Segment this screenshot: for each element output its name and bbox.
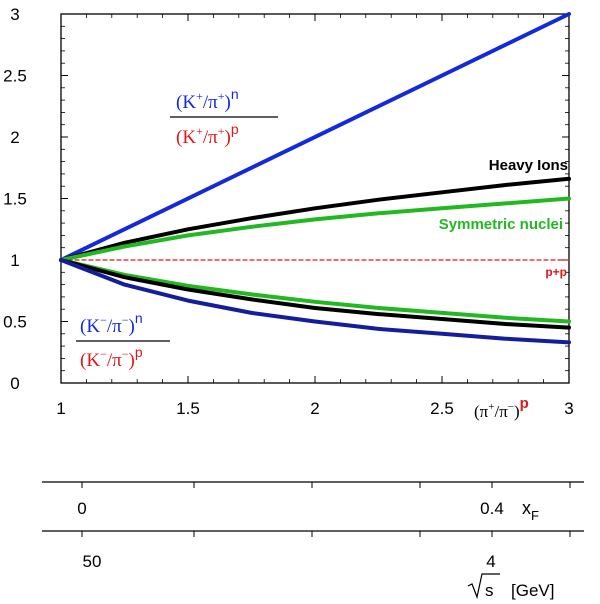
heavy-ions-label: Heavy Ions: [489, 157, 568, 174]
xf-axis-title: xF: [522, 498, 539, 523]
series-group: [59, 12, 571, 345]
xf-tick-0: 0: [77, 499, 86, 518]
plot-frame: [60, 13, 570, 384]
svg-text:(K+/π+)n: (K+/π+)n: [176, 86, 239, 113]
y-tick-label: 3: [10, 5, 19, 24]
xf-axis: 0 0.4 xF: [42, 481, 584, 523]
y-tick-label: 0: [10, 374, 19, 393]
svg-text:(K+/π+)p: (K+/π+)p: [176, 121, 239, 148]
sqrt-s-tick-1: 4: [486, 552, 495, 571]
symmetric-nuclei-label: Symmetric nuclei: [439, 216, 563, 233]
sqrt-s-axis: 50 4 s [GeV]: [42, 530, 584, 600]
sqrt-s-axis-title: s [GeV]: [467, 573, 554, 600]
svg-text:[GeV]: [GeV]: [511, 581, 554, 600]
svg-text:(K−/π−)n: (K−/π−)n: [80, 310, 143, 337]
y-tick-label: 1: [10, 251, 19, 270]
svg-text:(K−/π−)p: (K−/π−)p: [80, 344, 143, 371]
bottom-fraction-label: (K−/π−)n (K−/π−)p: [76, 310, 170, 371]
x-tick-label: 1.5: [176, 399, 200, 418]
series-line-5: [59, 258, 571, 330]
y-tick-label: 2: [10, 128, 19, 147]
sqrt-s-tick-0: 50: [83, 552, 102, 571]
top-fraction-label: (K+/π+)n (K+/π+)p: [170, 86, 278, 148]
series-line-4: [59, 258, 571, 324]
y-tick-label: 2.5: [3, 67, 27, 86]
y-tick-label: 1.5: [3, 190, 27, 209]
series-line-0: [59, 12, 571, 262]
plot-axes: 0 0.5 1 1.5 2 2.5 3 1 1.5 2 2.5 3: [3, 5, 574, 537]
x-axis-title: (π+/π−)p: [474, 395, 529, 421]
pp-label: p+p: [545, 265, 567, 279]
x-tick-label: 1: [56, 399, 65, 418]
series-line-2: [59, 196, 571, 262]
x-tick-label: 2.5: [430, 399, 454, 418]
xf-tick-1: 0.4: [480, 499, 504, 518]
svg-text:s: s: [485, 581, 494, 600]
series-line-1: [59, 176, 571, 262]
x-tick-label: 3: [564, 399, 573, 418]
y-tick-label: 0.5: [3, 313, 27, 332]
series-line-6: [59, 258, 571, 345]
x-tick-label: 2: [310, 399, 319, 418]
